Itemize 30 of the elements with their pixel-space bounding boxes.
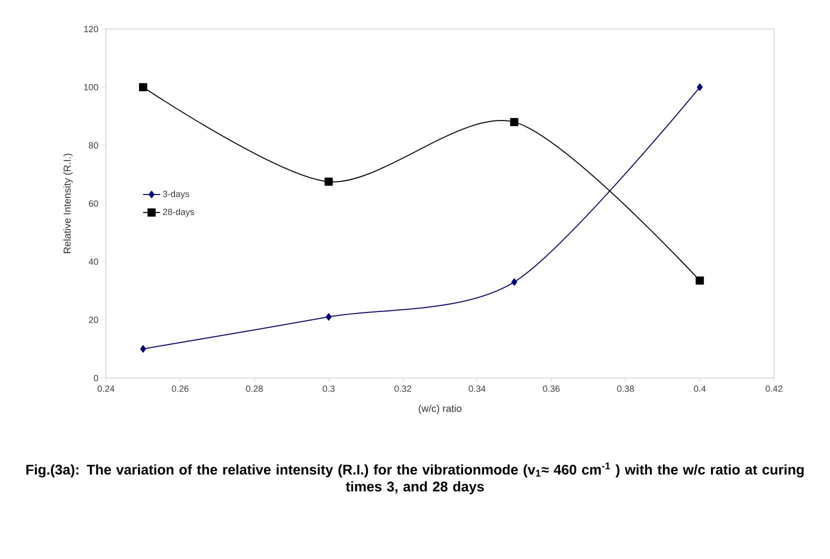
- y-axis-title: Relative Intensity (R.I.): [63, 154, 73, 254]
- point: [326, 313, 332, 321]
- x-tick-label: 0.34: [468, 386, 486, 392]
- legend-label: 3-days: [162, 190, 190, 199]
- y-tick-label: 20: [88, 316, 98, 324]
- y-tick-label: 80: [88, 142, 98, 149]
- point: [324, 178, 333, 186]
- y-tick-label: 0: [94, 374, 98, 382]
- x-tick-label: 0.28: [246, 386, 263, 392]
- y-tick-label: 40: [88, 258, 98, 265]
- x-tick-label: 0.4: [694, 386, 706, 392]
- x-tick-label: 0.36: [542, 386, 560, 392]
- y-tick-label: 60: [88, 200, 98, 207]
- x-tick-label: 0.32: [394, 386, 412, 392]
- x-axis-title: (w/c) ratio: [418, 404, 462, 414]
- point: [140, 345, 146, 353]
- y-tick-label: 100: [84, 84, 98, 90]
- point: [511, 278, 518, 286]
- point: [696, 83, 703, 91]
- x-tick-label: 0.42: [766, 386, 782, 392]
- x-tick-label: 0.3: [322, 386, 335, 392]
- x-tick-label: 0.38: [617, 386, 634, 392]
- text: Fig.(3a): The variation of the relative intensity (R.I.) for the vibrationmode (v$_{1}$≈ 460 cm$^{-1}$ ) with the w/c ratio at curing times 3, and 28 days: [26, 462, 804, 494]
- x-tick-label: 0.26: [172, 386, 189, 392]
- y-tick-label: 120: [84, 26, 98, 32]
- legend-label: 28-days: [163, 208, 194, 217]
- point: [696, 276, 704, 285]
- point: [510, 118, 518, 126]
- point: [139, 83, 148, 92]
- x-tick-label: 0.24: [98, 386, 114, 392]
